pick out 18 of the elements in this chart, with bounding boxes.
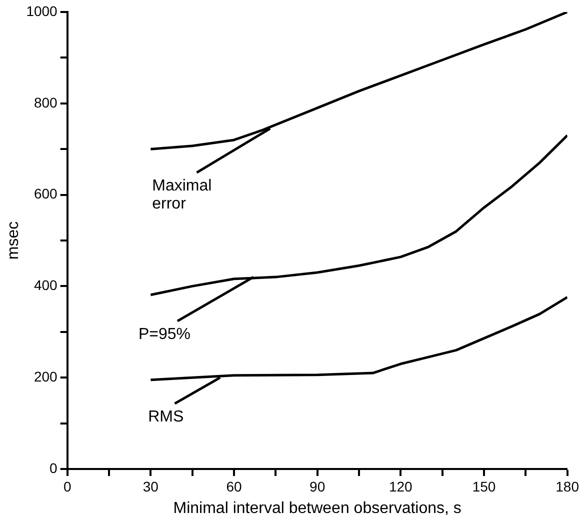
- x-tick-label: 150: [472, 478, 496, 494]
- y-tick-label: 0: [50, 460, 58, 476]
- y-axis-title: msec: [5, 221, 22, 260]
- annotation: RMS: [148, 408, 184, 426]
- y-tick-label: 200: [34, 368, 58, 384]
- x-axis-title: Minimal interval between observations, s: [173, 500, 462, 517]
- y-tick-label: 1000: [26, 2, 58, 19]
- annotation: Maximal error: [152, 178, 212, 213]
- y-tick-label: 600: [34, 186, 58, 202]
- x-tick-label: 0: [63, 478, 72, 494]
- x-tick-label: 90: [310, 478, 326, 494]
- y-tick-label: 800: [34, 94, 58, 110]
- annotation: P=95%: [138, 326, 190, 344]
- x-tick-label: 60: [226, 478, 242, 494]
- x-tick-label: 180: [556, 478, 580, 494]
- y-tick-label: 400: [34, 277, 58, 294]
- x-tick-label: 30: [142, 478, 159, 494]
- x-tick-label: 120: [388, 478, 413, 494]
